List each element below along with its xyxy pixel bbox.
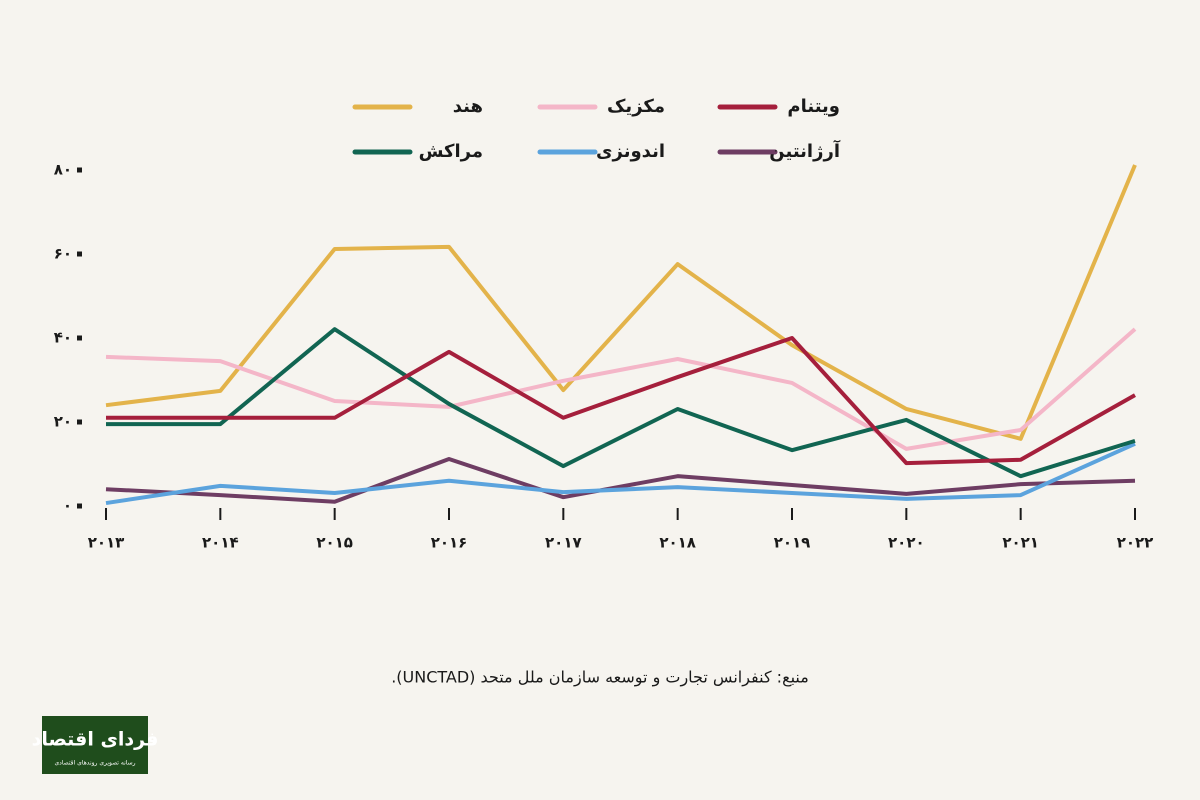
- x-tick-label: ۲۰۱۵: [316, 534, 353, 552]
- y-tick-mark: [77, 167, 82, 173]
- legend-label: هند: [453, 96, 483, 117]
- logo-box: [42, 716, 148, 774]
- y-tick-label: ۰: [63, 497, 72, 515]
- y-tick-label: ۲۰: [54, 413, 72, 431]
- legend-label: اندونزی: [596, 141, 665, 162]
- x-tick-label: ۲۰۲۱: [1002, 534, 1039, 552]
- y-tick-mark: [77, 251, 82, 257]
- y-tick-label: ۶۰: [54, 245, 72, 263]
- y-tick-mark: [77, 419, 82, 425]
- x-tick-label: ۲۰۱۳: [88, 534, 125, 552]
- y-tick-label: ۴۰: [54, 329, 72, 347]
- legend-label: ویتنام: [787, 96, 840, 117]
- series-line: [105, 164, 1137, 441]
- y-tick-mark: [77, 503, 82, 509]
- logo-subtitle: رسانه تصویری روندهای اقتصادی: [54, 760, 135, 767]
- x-tick-label: ۲۰۱۶: [431, 534, 468, 552]
- x-tick-label: ۲۰۱۹: [774, 534, 811, 552]
- series-line: [105, 442, 1136, 506]
- x-tick-label: ۲۰۲۰: [888, 534, 925, 552]
- legend-label: آرژانتین: [769, 139, 841, 162]
- x-tick-label: ۲۰۱۸: [659, 534, 696, 552]
- logo-title: فردای اقتصاد: [32, 729, 159, 751]
- x-tick-label: ۲۰۱۷: [545, 534, 582, 552]
- series-line: [106, 327, 1136, 479]
- legend-label: مراکش: [419, 141, 483, 162]
- series-line: [105, 456, 1136, 504]
- source-note: منبع: کنفرانس تجارت و توسعه سازمان ملل م…: [391, 668, 809, 688]
- y-tick-label: ۸۰: [54, 161, 72, 179]
- y-tick-mark: [77, 335, 82, 341]
- legend-label: مکزیک: [607, 96, 665, 117]
- x-tick-label: ۲۰۲۲: [1117, 534, 1154, 552]
- series-line: [105, 327, 1137, 451]
- series-line: [106, 336, 1136, 466]
- x-tick-label: ۲۰۱۴: [202, 534, 239, 552]
